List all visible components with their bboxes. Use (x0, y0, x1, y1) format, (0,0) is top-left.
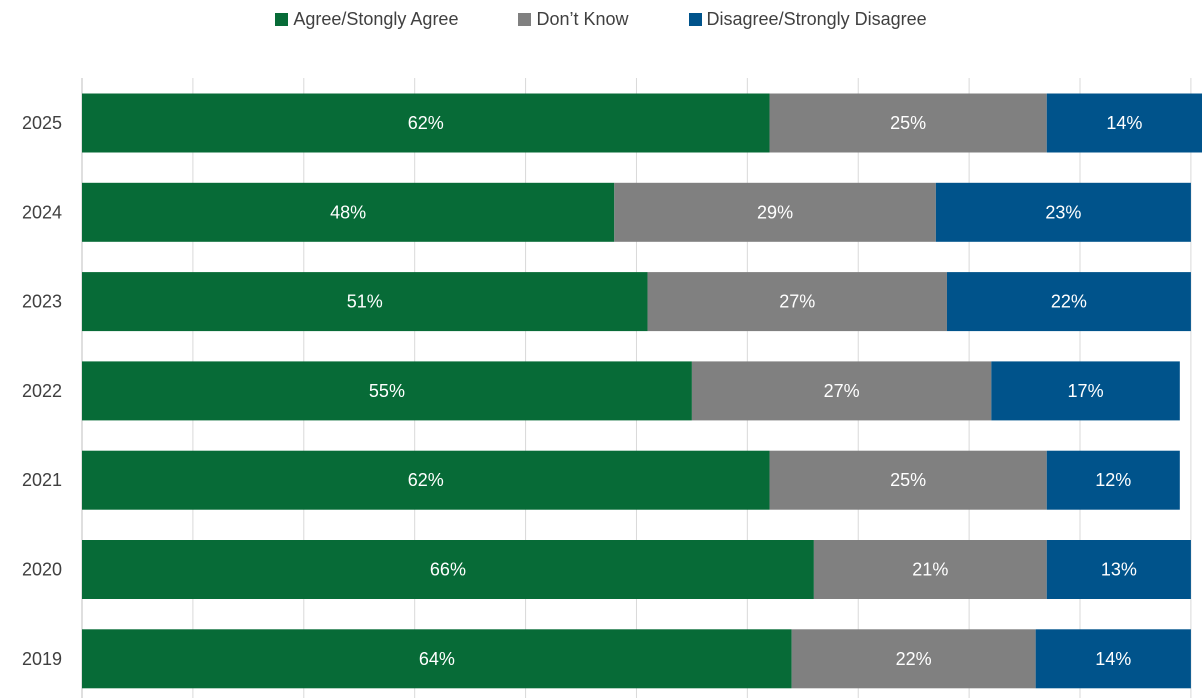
bar-segment (82, 629, 792, 689)
chart-legend: Agree/Stongly Agree Don’t Know Disagree/… (0, 6, 1202, 32)
data-label: 55% (369, 381, 405, 401)
legend-item-dont-know: Don’t Know (518, 8, 629, 30)
bar-segment (82, 361, 692, 421)
bar-segment (82, 450, 770, 510)
y-tick-label: 2025 (22, 113, 62, 133)
data-label: 48% (330, 202, 366, 222)
y-tick-label: 2019 (22, 649, 62, 669)
data-label: 14% (1095, 649, 1131, 669)
data-label: 51% (347, 292, 383, 312)
bar-segment (791, 629, 1036, 689)
legend-item-disagree: Disagree/Strongly Disagree (688, 8, 927, 30)
bar-segment (647, 272, 947, 332)
legend-swatch-dont-know (518, 12, 532, 26)
bar-segment (82, 272, 648, 332)
data-label: 17% (1068, 381, 1104, 401)
bar-segment (769, 450, 1047, 510)
bar-segment (769, 93, 1047, 153)
bar-segment (1046, 540, 1191, 599)
bar-segment (614, 182, 936, 242)
bar-segment (935, 182, 1191, 242)
y-tick-label: 2020 (22, 560, 62, 580)
data-label: 27% (779, 292, 815, 312)
legend-label-dont-know: Don’t Know (536, 8, 629, 29)
data-label: 23% (1045, 202, 1081, 222)
bar-segment (82, 182, 615, 242)
y-tick-label: 2022 (22, 381, 62, 401)
data-label: 66% (430, 560, 466, 580)
bar-segment (1046, 450, 1180, 510)
y-tick-label: 2021 (22, 470, 62, 490)
legend-swatch-agree (275, 12, 289, 26)
bar-segment (946, 272, 1191, 332)
bar-segment (82, 540, 814, 599)
legend-item-agree: Agree/Stongly Agree (275, 9, 458, 30)
data-label: 21% (912, 560, 948, 580)
legend-label-agree: Agree/Stongly Agree (293, 8, 459, 29)
legend-label-disagree: Disagree/Strongly Disagree (706, 8, 927, 29)
y-tick-label: 2024 (22, 202, 62, 222)
data-label: 64% (419, 649, 455, 669)
data-label: 22% (1051, 292, 1087, 312)
bar-segment (1046, 93, 1202, 153)
data-label: 25% (890, 470, 926, 490)
data-label: 27% (824, 381, 860, 401)
y-tick-label: 2023 (22, 292, 62, 312)
bar-segment (991, 361, 1180, 421)
data-label: 12% (1095, 470, 1131, 490)
data-label: 62% (408, 470, 444, 490)
data-label: 62% (408, 113, 444, 133)
legend-swatch-disagree (688, 12, 702, 26)
bar-segment (813, 540, 1047, 599)
data-label: 25% (890, 113, 926, 133)
bar-segment (82, 93, 770, 153)
data-label: 14% (1106, 113, 1142, 133)
data-label: 29% (757, 202, 793, 222)
data-label: 22% (896, 649, 932, 669)
bar-segment (691, 361, 992, 421)
bar-segment (1035, 629, 1191, 689)
data-label: 13% (1101, 560, 1137, 580)
